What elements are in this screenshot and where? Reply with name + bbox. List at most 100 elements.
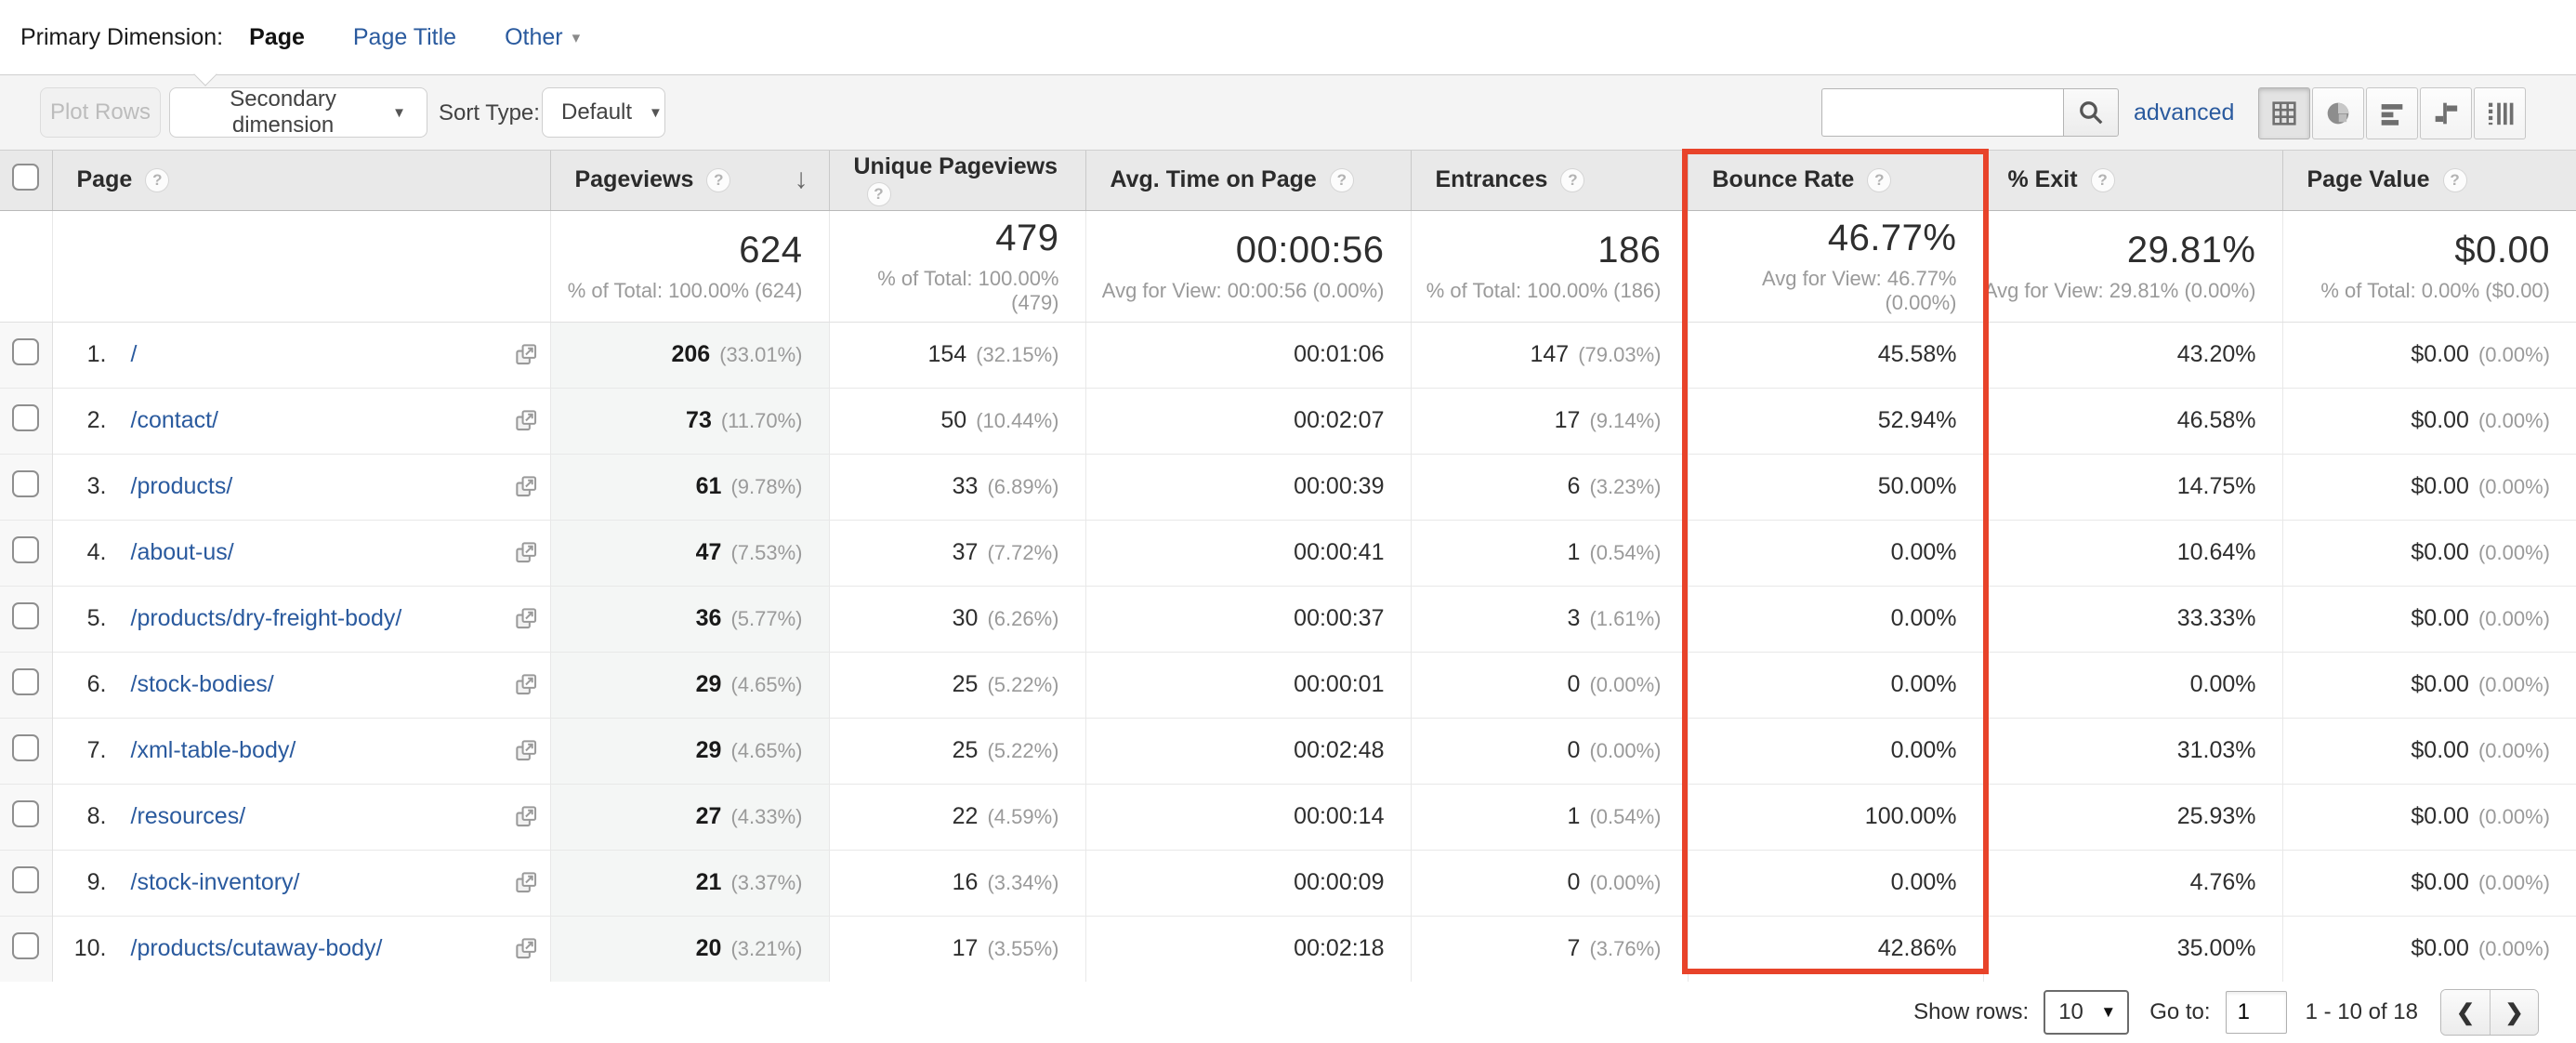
search-button[interactable] xyxy=(2063,88,2119,137)
view-switcher xyxy=(2258,87,2528,139)
row-checkbox-cell xyxy=(0,321,53,388)
sort-type-dropdown[interactable]: Default ▼ xyxy=(542,87,665,138)
pageviews-cell: 61 (9.78%) xyxy=(549,453,829,520)
page-value-cell: $0.00 (0.00%) xyxy=(2281,585,2576,652)
percentage-view-button[interactable] xyxy=(2312,87,2364,139)
plot-rows-button[interactable]: Plot Rows xyxy=(40,87,161,138)
column-header-pageviews[interactable]: Pageviews? ↓ xyxy=(549,151,829,211)
help-icon[interactable]: ? xyxy=(1329,168,1354,193)
page-link[interactable]: /about-us/ xyxy=(130,539,234,565)
column-header-page-value[interactable]: Page Value? xyxy=(2281,151,2576,211)
row-checkbox[interactable] xyxy=(12,535,40,563)
page-cell: 3. /products/ xyxy=(51,453,550,520)
table-view-button[interactable] xyxy=(2258,87,2310,139)
column-header-entrances[interactable]: Entrances? xyxy=(1410,151,1688,211)
goto-page-input[interactable] xyxy=(2225,991,2287,1034)
page-link[interactable]: /products/ xyxy=(130,473,233,499)
totals-pageviews: 624% of Total: 100.00% (624) xyxy=(549,210,829,323)
unique-pageviews-cell: 50 (10.44%) xyxy=(828,387,1085,454)
percentage-view-icon xyxy=(2327,102,2349,125)
open-in-new-window-icon[interactable] xyxy=(514,870,539,895)
open-in-new-window-icon[interactable] xyxy=(514,804,539,829)
select-all-checkbox[interactable] xyxy=(12,163,40,191)
open-in-new-window-icon[interactable] xyxy=(514,738,539,763)
advanced-search-link[interactable]: advanced xyxy=(2134,99,2235,125)
row-checkbox[interactable] xyxy=(12,601,40,629)
help-icon[interactable]: ? xyxy=(145,168,170,193)
column-label: Unique Pageviews xyxy=(853,152,1058,179)
avg-time-cell: 00:00:01 xyxy=(1084,651,1411,718)
open-in-new-window-icon[interactable] xyxy=(514,474,539,499)
row-checkbox[interactable] xyxy=(12,337,40,365)
page-link[interactable]: /stock-inventory/ xyxy=(130,869,300,895)
column-header-unique-pageviews[interactable]: Unique Pageviews? xyxy=(828,151,1085,211)
pageviews-cell: 20 (3.21%) xyxy=(549,915,829,983)
row-checkbox-cell xyxy=(0,915,53,983)
totals-entrances: 186% of Total: 100.00% (186) xyxy=(1410,210,1688,323)
help-icon[interactable]: ? xyxy=(866,181,891,206)
row-rank: 3. xyxy=(86,473,107,499)
sort-type-label: Sort Type: xyxy=(439,100,540,125)
page-link[interactable]: /resources/ xyxy=(130,803,246,829)
page-link[interactable]: / xyxy=(130,341,138,367)
next-page-button[interactable]: ❯ xyxy=(2490,990,2538,1035)
open-in-new-window-icon[interactable] xyxy=(514,606,539,631)
dimension-page-selected[interactable]: Page xyxy=(249,24,305,50)
unique-pageviews-cell: 25 (5.22%) xyxy=(828,717,1085,784)
help-icon[interactable]: ? xyxy=(2442,168,2467,193)
unique-pageviews-cell: 37 (7.72%) xyxy=(828,519,1085,586)
column-label: Page Value xyxy=(2307,166,2430,193)
open-in-new-window-icon[interactable] xyxy=(514,540,539,565)
table-row: 1. / 206 (33.01%) 154 (32.15%) 00:01:06 14… xyxy=(0,321,2576,388)
secondary-dimension-button[interactable]: Secondary dimension ▼ xyxy=(169,86,427,138)
dimension-page-title-link[interactable]: Page Title xyxy=(352,24,457,50)
row-checkbox[interactable] xyxy=(12,931,40,959)
pivot-view-button[interactable] xyxy=(2474,87,2526,139)
row-checkbox[interactable] xyxy=(12,469,40,497)
table-body: 624% of Total: 100.00% (624) 479% of Tot… xyxy=(0,210,2576,983)
column-header-page[interactable]: Page? xyxy=(51,151,550,211)
entrances-cell: 17 (9.14%) xyxy=(1410,387,1688,454)
row-checkbox[interactable] xyxy=(12,799,40,827)
bounce-rate-cell: 52.94% xyxy=(1687,387,1983,454)
page-link[interactable]: /contact/ xyxy=(130,407,219,433)
bounce-rate-cell: 0.00% xyxy=(1687,651,1983,718)
column-header-bounce-rate[interactable]: Bounce Rate? xyxy=(1687,151,1983,211)
row-checkbox[interactable] xyxy=(12,403,40,431)
avg-time-cell: 00:02:18 xyxy=(1084,915,1411,983)
row-checkbox[interactable] xyxy=(12,733,40,761)
help-icon[interactable]: ? xyxy=(1560,168,1585,193)
help-icon[interactable]: ? xyxy=(2090,168,2115,193)
row-checkbox[interactable] xyxy=(12,667,40,695)
unique-pageviews-cell: 16 (3.34%) xyxy=(828,849,1085,916)
help-icon[interactable]: ? xyxy=(706,168,731,193)
totals-page-value: $0.00% of Total: 0.00% ($0.00) xyxy=(2281,210,2576,323)
page-link[interactable]: /products/dry-freight-body/ xyxy=(130,605,402,631)
open-in-new-window-icon[interactable] xyxy=(514,408,539,433)
help-icon[interactable]: ? xyxy=(1867,168,1892,193)
page-link[interactable]: /stock-bodies/ xyxy=(130,671,274,697)
page-value-cell: $0.00 (0.00%) xyxy=(2281,453,2576,520)
column-header-avg-time[interactable]: Avg. Time on Page? xyxy=(1084,151,1411,211)
pct-exit-cell: 4.76% xyxy=(1982,849,2282,916)
comparison-view-button[interactable] xyxy=(2420,87,2472,139)
previous-page-button[interactable]: ❮ xyxy=(2441,990,2490,1035)
page-link[interactable]: /products/cutaway-body/ xyxy=(130,935,383,961)
page-value-cell: $0.00 (0.00%) xyxy=(2281,717,2576,784)
column-header-pct-exit[interactable]: % Exit? xyxy=(1982,151,2282,211)
dimension-other-link[interactable]: Other xyxy=(505,24,563,50)
pct-exit-cell: 31.03% xyxy=(1982,717,2282,784)
open-in-new-window-icon[interactable] xyxy=(514,672,539,697)
page-cell: 5. /products/dry-freight-body/ xyxy=(51,585,550,652)
row-rank: 10. xyxy=(73,935,107,961)
performance-view-button[interactable] xyxy=(2366,87,2418,139)
open-in-new-window-icon[interactable] xyxy=(514,342,539,367)
search-input[interactable] xyxy=(1821,88,2063,137)
page-link[interactable]: /xml-table-body/ xyxy=(130,737,296,763)
show-rows-label: Show rows: xyxy=(1913,999,2030,1024)
row-checkbox[interactable] xyxy=(12,865,40,893)
show-rows-select[interactable]: 10 ▼ xyxy=(2044,990,2130,1035)
chevron-down-icon: ▾ xyxy=(572,28,581,46)
open-in-new-window-icon[interactable] xyxy=(514,936,539,961)
page-value-cell: $0.00 (0.00%) xyxy=(2281,849,2576,916)
